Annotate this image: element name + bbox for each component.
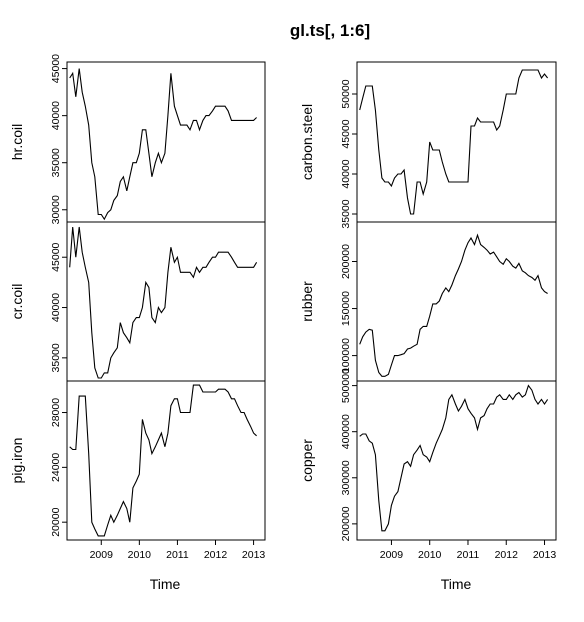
y-tick-label: 35000: [340, 199, 352, 228]
panel-frame: [356, 380, 557, 541]
panel-frame: [66, 380, 266, 541]
y-tick-label: 20000: [50, 507, 62, 536]
y-tick-label: 40000: [50, 293, 62, 322]
y-tick-label: 24000: [50, 453, 62, 482]
panel-frame: [356, 61, 557, 223]
series-line-rubber: [359, 233, 548, 377]
y-axis-label-carbon.steel: carbon.steel: [299, 104, 315, 180]
y-tick-label: 45000: [50, 242, 62, 271]
y-tick-label: 50000: [340, 79, 352, 108]
series-line-carbon.steel: [359, 69, 549, 215]
y-tick-label: 100000: [340, 338, 352, 373]
series-line-pig.iron: [69, 384, 257, 537]
panel-frame: [66, 221, 266, 382]
panel-carbon.steel: 35000 40000 45000 50000 carbon.steel: [299, 61, 557, 229]
y-tick-label: 200000: [340, 506, 352, 541]
panel-frame: [356, 221, 557, 382]
x-tick-label: 2012: [204, 549, 228, 561]
y-tick-label: 500000: [340, 368, 352, 403]
x-tick-label: 2010: [418, 549, 442, 561]
y-axis-label-cr.coil: cr.coil: [9, 284, 25, 320]
x-tick-label: 2010: [128, 549, 152, 561]
series-line-copper: [359, 384, 549, 532]
y-tick-label: 40000: [50, 101, 62, 130]
y-tick-label: 200000: [340, 244, 352, 279]
y-tick-label: 40000: [340, 159, 352, 188]
x-tick-label: 2009: [90, 549, 114, 561]
panel-pig.iron: 20000 24000 28000 pig.iron 2009 2010 2011 2012 2…: [9, 380, 266, 561]
panel-cr.coil: 35000 40000 45000 cr.coil: [9, 221, 266, 382]
y-axis-label-copper: copper: [299, 439, 315, 482]
y-tick-label: 45000: [50, 54, 62, 83]
y-tick-label: 28000: [50, 398, 62, 427]
y-axis-label-hr.coil: hr.coil: [9, 124, 25, 161]
x-tick-label: 2013: [533, 549, 557, 561]
left-column: 30000 35000 40000 45000 hr.coil 35000 40000 450…: [9, 54, 266, 561]
panel-rubber: 100000 150000 200000 rubber: [299, 221, 557, 382]
x-tick-label: 2013: [242, 549, 266, 561]
x-tick-label: 2012: [495, 549, 519, 561]
y-axis-label-rubber: rubber: [299, 281, 315, 322]
right-column: 35000 40000 45000 50000 carbon.steel 100000 15…: [299, 61, 557, 561]
series-line-hr.coil: [69, 68, 257, 221]
y-tick-label: 30000: [50, 195, 62, 224]
y-tick-label: 150000: [340, 291, 352, 326]
y-tick-label: 400000: [340, 414, 352, 449]
panel-copper: 200000 300000 400000 500000 copper 2009 2010 20…: [299, 368, 557, 561]
x-tick-label: 2011: [457, 549, 480, 561]
y-tick-label: 45000: [340, 119, 352, 148]
x-axis-label-left: Time: [150, 576, 181, 592]
y-axis-label-pig.iron: pig.iron: [9, 438, 25, 484]
x-tick-label: 2011: [166, 549, 189, 561]
y-tick-label: 300000: [340, 460, 352, 495]
x-axis-label-right: Time: [441, 576, 472, 592]
panel-hr.coil: 30000 35000 40000 45000 hr.coil: [9, 54, 266, 224]
y-tick-label: 35000: [50, 148, 62, 177]
chart-title: gl.ts[, 1:6]: [290, 21, 370, 40]
series-line-cr.coil: [69, 226, 258, 379]
x-tick-label: 2009: [380, 549, 404, 561]
y-tick-label: 35000: [50, 343, 62, 372]
